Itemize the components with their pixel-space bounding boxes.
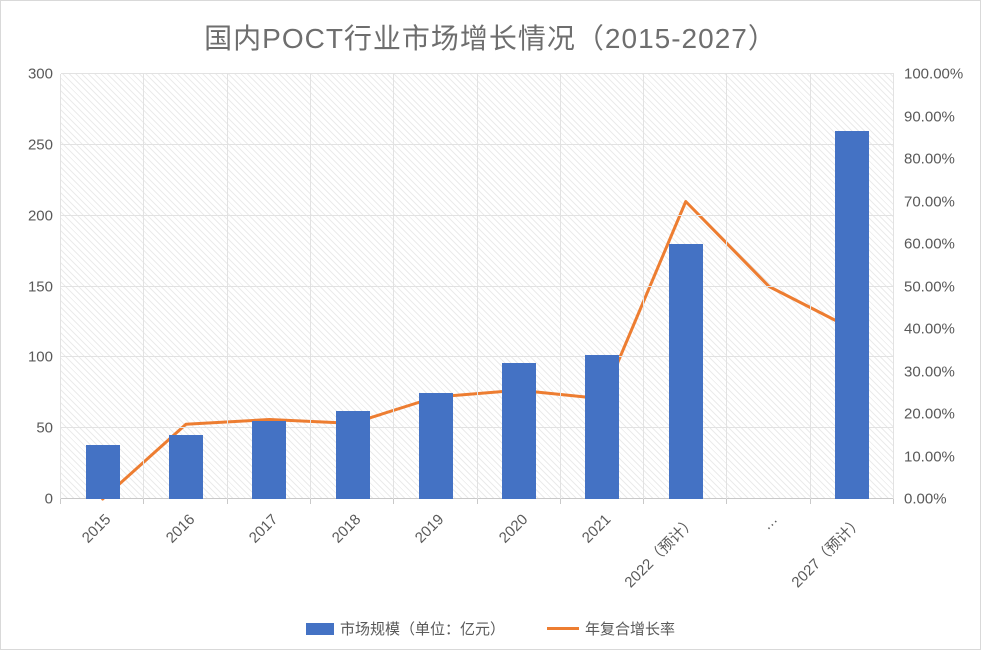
right-axis-tick-label: 50.00% <box>904 278 955 295</box>
left-axis-tick-label: 100 <box>27 348 53 366</box>
category-label-2017: 2017 <box>245 511 282 547</box>
vertical-gridline <box>809 74 811 499</box>
category-axis: 2015 2016 2017 2018 2019 2020 2021 2022（预计） … 202… <box>61 499 894 609</box>
horizontal-gridline <box>61 285 894 287</box>
right-axis-tick-label: 70.00% <box>904 193 955 210</box>
right-axis-tick-label: 80.00% <box>904 150 955 168</box>
x-axis-tick <box>60 499 61 504</box>
x-axis-tick <box>559 499 561 504</box>
bar-2018[interactable] <box>335 411 370 499</box>
legend-label: 市场规模（单位：亿元） <box>339 621 505 638</box>
bar-2015[interactable] <box>85 445 120 499</box>
right-axis-tick-label: 100.00% <box>904 65 964 83</box>
category-label-2015: 2015 <box>79 511 115 547</box>
vertical-gridline <box>309 74 311 499</box>
bar-2021[interactable] <box>585 354 620 499</box>
x-axis-tick <box>726 499 728 504</box>
horizontal-gridline <box>61 214 894 216</box>
line-series-swatch-icon <box>547 627 579 630</box>
vertical-gridline <box>143 74 145 499</box>
cagr-line[interactable] <box>103 202 853 500</box>
x-axis-tick <box>309 499 311 504</box>
left-axis-tick-label: 150 <box>27 278 53 295</box>
left-axis-tick-label: 250 <box>27 136 53 154</box>
x-axis-tick <box>143 499 145 504</box>
vertical-gridline <box>893 74 894 499</box>
x-axis-line <box>61 498 894 499</box>
vertical-gridline <box>559 74 561 499</box>
horizontal-gridline <box>61 143 894 145</box>
category-label-2020: 2020 <box>495 511 532 547</box>
vertical-gridline <box>226 74 228 499</box>
left-axis-tick-label: 300 <box>27 65 53 83</box>
bar-series-swatch-icon <box>305 622 334 635</box>
cagr-line-layer <box>61 74 894 499</box>
vertical-gridline <box>726 74 728 499</box>
bar-2027（预计）[interactable] <box>835 130 870 499</box>
plot-area[interactable] <box>60 73 894 504</box>
vertical-gridline <box>643 74 645 499</box>
right-axis-tick-label: 20.00% <box>904 405 955 423</box>
category-label-2016: 2016 <box>162 511 198 547</box>
chart-title: 国内POCT行业市场增长情况（2015-2027） <box>204 23 777 54</box>
left-axis-tick-label: 0 <box>44 490 53 508</box>
vertical-gridline <box>393 74 395 499</box>
x-axis-tick <box>393 499 395 504</box>
left-axis-tick-label: 200 <box>27 207 53 225</box>
horizontal-gridline <box>61 356 894 358</box>
right-axis-tick-label: 40.00% <box>904 320 955 338</box>
horizontal-gridline <box>61 427 894 429</box>
right-axis-tick-label: 10.00% <box>904 448 955 465</box>
bar-2016[interactable] <box>168 435 203 499</box>
x-axis-tick <box>476 499 478 504</box>
bar-2019[interactable] <box>418 392 453 499</box>
bar-2020[interactable] <box>502 363 537 499</box>
legend: 市场规模（单位：亿元） 年复合增长率 <box>1 618 980 639</box>
legend-item-cagr[interactable]: 年复合增长率 <box>547 618 675 639</box>
left-value-axis: 0 50 100 150 200 250 300 <box>1 66 53 508</box>
right-axis-tick-label: 0.00% <box>904 490 947 508</box>
category-label-2019: 2019 <box>412 511 448 547</box>
legend-label: 年复合增长率 <box>585 621 676 638</box>
x-axis-tick <box>226 499 228 504</box>
category-label-2022（预计）: 2022（预计） <box>621 513 700 592</box>
category-label-2027（预计）: 2027（预计） <box>788 513 867 592</box>
x-axis-tick <box>893 499 894 504</box>
right-percent-axis: 0.00% 10.00% 20.00% 30.00% 40.00% 50.00% 60.00… <box>904 66 982 508</box>
horizontal-gridline <box>61 73 894 74</box>
bar-2017[interactable] <box>252 421 287 499</box>
category-label-2021: 2021 <box>578 511 615 547</box>
right-axis-tick-label: 30.00% <box>904 363 955 380</box>
left-axis-tick-label: 50 <box>36 419 53 437</box>
legend-item-market-size[interactable]: 市场规模（单位：亿元） <box>305 618 505 639</box>
vertical-gridline <box>60 74 61 499</box>
x-axis-tick <box>643 499 645 504</box>
bar-2022（预计）[interactable] <box>668 244 703 499</box>
category-label-…: … <box>758 511 782 534</box>
right-axis-tick-label: 60.00% <box>904 235 955 253</box>
vertical-gridline <box>476 74 478 499</box>
category-label-2018: 2018 <box>328 511 365 547</box>
x-axis-tick <box>809 499 811 504</box>
right-axis-tick-label: 90.00% <box>904 108 955 125</box>
